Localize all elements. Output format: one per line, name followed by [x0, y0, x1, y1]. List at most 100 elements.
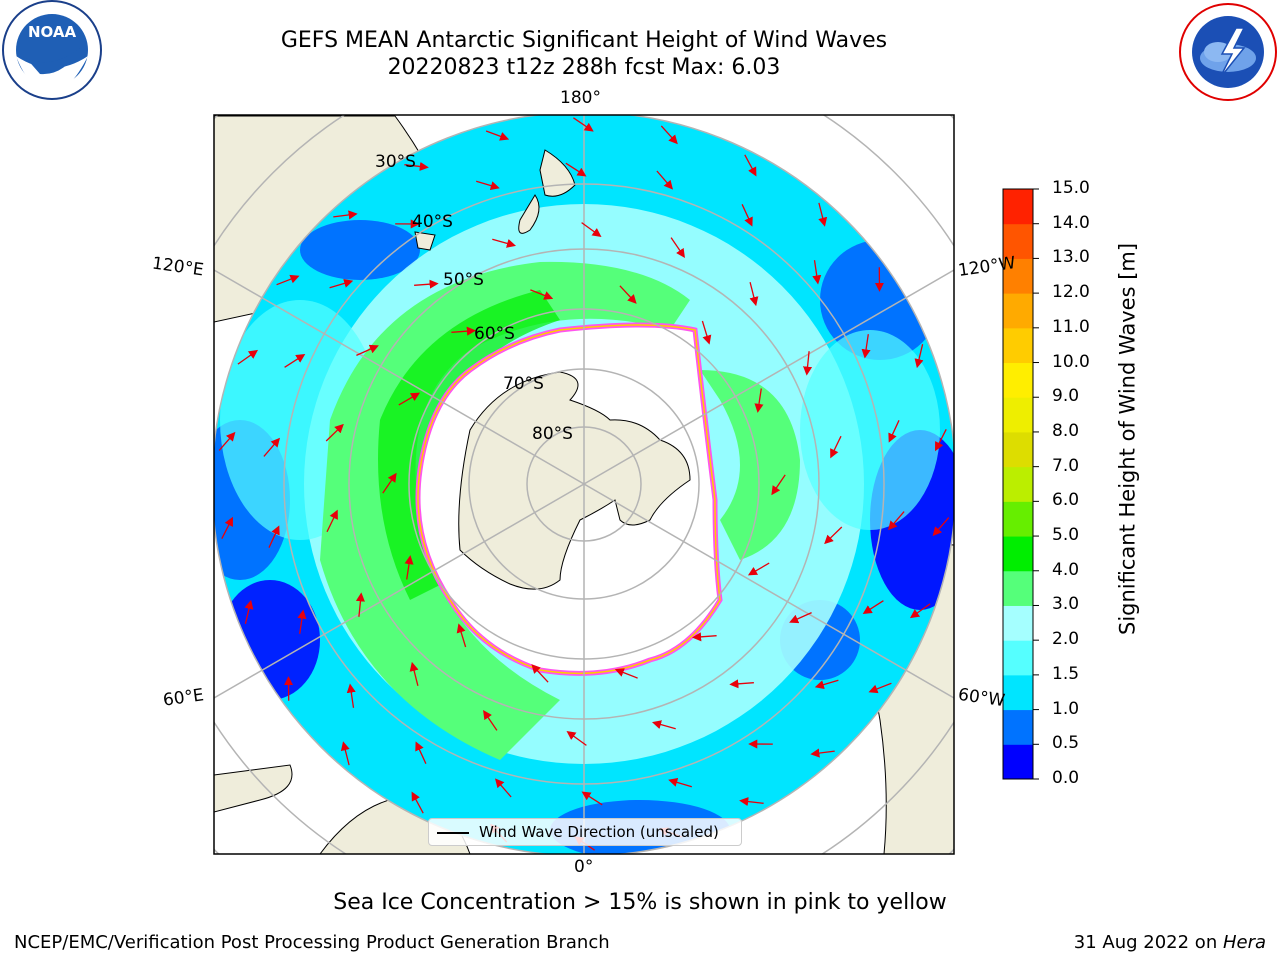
wave-direction-arrow: [747, 562, 770, 576]
colorbar-tick-label: 1.0: [1052, 698, 1080, 719]
wave-direction-arrow: [531, 664, 549, 683]
wave-direction-arrow: [409, 661, 419, 686]
lat-label-60s: 60°S: [474, 324, 515, 344]
colorbar-segment: [1003, 605, 1033, 641]
wave-direction-arrow: [701, 320, 712, 345]
wave-direction-arrow: [830, 435, 842, 459]
wave-direction-arrow: [565, 162, 587, 177]
colorbar-tick-label: 1.5: [1052, 663, 1080, 684]
wave-direction-arrow: [404, 555, 414, 580]
wave-direction-arrow: [670, 237, 685, 258]
colorbar-label: Significant Height of Wind Waves [m]: [1115, 242, 1140, 635]
wave-direction-arrow: [656, 170, 673, 190]
colorbar-tick-label: 0.5: [1052, 733, 1080, 754]
wave-direction-arrow: [404, 161, 429, 171]
colorbar-segment: [1003, 570, 1033, 606]
colorbar-segment: [1003, 327, 1033, 364]
wave-direction-arrow: [263, 437, 280, 457]
wave-direction-arrow: [244, 599, 254, 624]
wave-direction-arrow: [356, 344, 379, 356]
wave-direction-arrow: [297, 609, 307, 634]
noaa-logo: NOAA: [2, 0, 102, 100]
wave-direction-arrow: [803, 351, 813, 376]
lat-label-40s: 40°S: [412, 212, 453, 232]
colorbar-tick-label: 4.0: [1052, 559, 1080, 580]
colorbar-tick-label: 11.0: [1052, 316, 1090, 337]
colorbar-tick-label: 2.0: [1052, 629, 1080, 650]
map-legend: Wind Wave Direction (unscaled): [428, 818, 742, 846]
colorbar-tick-label: 14.0: [1052, 212, 1090, 233]
wave-direction-arrow: [340, 741, 350, 766]
wave-direction-arrow: [346, 683, 356, 708]
wave-direction-arrow: [818, 202, 828, 227]
colorbar-tick-label: 0.0: [1052, 768, 1080, 788]
wave-direction-arrow: [812, 260, 822, 285]
lat-label-30s: 30°S: [375, 152, 416, 172]
footer-date: 31 Aug 2022 on Hera: [1074, 932, 1266, 953]
colorbar-tick-label: 12.0: [1052, 282, 1090, 303]
colorbar-segment: [1003, 536, 1033, 572]
wave-direction-arrow: [771, 474, 786, 496]
wave-direction-arrow: [221, 516, 233, 539]
wave-direction-arrow: [824, 526, 843, 545]
colorbar-segment: [1003, 189, 1033, 225]
wave-direction-arrow: [566, 730, 587, 746]
colorbar-segment: [1003, 674, 1033, 711]
lat-label-70s: 70°S: [503, 374, 544, 394]
wave-direction-arrow: [668, 777, 692, 788]
wave-direction-arrow: [744, 154, 757, 177]
wave-direction-arrow: [868, 682, 892, 694]
wave-direction-arrow: [789, 612, 812, 624]
lat-label-50s: 50°S: [443, 270, 484, 290]
wave-direction-arrow: [909, 603, 931, 619]
colorbar-segment: [1003, 258, 1033, 294]
wave-direction-arrow: [237, 349, 259, 365]
colorbar-segment: [1003, 640, 1033, 676]
colorbar-segment: [1003, 466, 1033, 502]
lon-label-0: 0°: [574, 857, 594, 877]
colorbar-tick-label: 8.0: [1052, 420, 1080, 441]
wave-direction-arrow: [810, 748, 835, 758]
wave-direction-arrow: [325, 423, 344, 442]
map-frame: [213, 114, 955, 855]
legend-label: Wind Wave Direction (unscaled): [479, 823, 719, 841]
wave-direction-arrow: [415, 741, 427, 764]
wave-direction-arrow: [485, 130, 510, 141]
colorbar-segment: [1003, 501, 1033, 537]
wave-direction-arrow: [451, 326, 476, 336]
wave-direction-arrow: [614, 668, 638, 679]
legend-line-sample: [437, 832, 469, 834]
colorbar-segment: [1003, 744, 1033, 780]
colorbar-segment: [1003, 709, 1033, 745]
nws-logo: [1179, 3, 1277, 101]
wave-direction-arrow: [660, 125, 678, 145]
colorbar-tick-label: 6.0: [1052, 490, 1080, 511]
wave-direction-arrow: [573, 117, 594, 132]
wave-direction-arrow: [861, 334, 871, 359]
colorbar-segment: [1003, 397, 1033, 433]
wave-direction-arrow: [862, 600, 884, 615]
colorbar-segment: [1003, 362, 1033, 398]
wave-direction-arrow: [935, 429, 947, 452]
wave-direction-arrow: [619, 285, 637, 304]
lon-label-180: 180°: [560, 88, 601, 108]
footer-organization: NCEP/EMC/Verification Post Processing Pr…: [14, 932, 610, 953]
footer-machine: Hera: [1222, 932, 1266, 953]
wave-direction-arrow: [492, 238, 517, 248]
wave-direction-arrow: [329, 278, 354, 289]
wave-direction-arrow: [456, 623, 467, 648]
colorbar-segment: [1003, 223, 1033, 259]
wave-direction-arrow: [382, 472, 397, 494]
graticule: [214, 115, 954, 854]
wave-direction-arrow: [284, 353, 306, 368]
wave-direction-arrow: [483, 710, 498, 731]
colorbar: [1002, 188, 1039, 780]
wave-direction-arrow: [932, 517, 950, 537]
colorbar-tick-label: 13.0: [1052, 247, 1090, 268]
colorbar-segment: [1003, 431, 1033, 468]
wind-wave-arrows: [218, 117, 950, 851]
wave-direction-arrow: [739, 797, 764, 807]
wave-direction-arrow: [268, 525, 280, 548]
wave-direction-arrow: [729, 679, 754, 689]
